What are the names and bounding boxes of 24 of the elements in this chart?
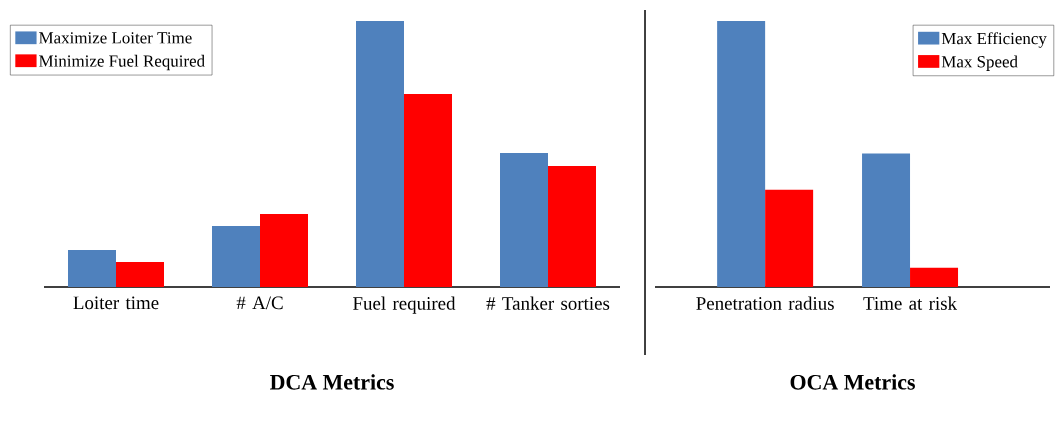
x-tick-label: Time at risk [863,296,958,310]
bar [765,189,814,287]
bar [116,262,164,287]
legend-label: Minimize Fuel Required [39,54,205,71]
x-tick-label: # A/C [236,296,283,310]
x-tick-label: Fuel required [353,296,456,314]
bar [404,93,452,287]
bar [356,21,404,287]
x-tick-label: Loiter time [73,296,159,310]
text: OCA Metrics [790,374,915,390]
bar [212,226,260,287]
bar [862,153,911,287]
bar [548,165,596,287]
bar [500,152,548,287]
bar [910,267,959,287]
bar [68,250,116,287]
text: DCA Metrics [270,374,394,390]
legend-label: Max Efficiency [941,32,1047,48]
legend-label: Maximize Loiter Time [39,32,192,44]
bar [717,21,766,287]
legend-label: Max Speed [941,55,1018,71]
x-tick-label: Penetration radius [696,296,834,310]
x-tick-label: # Tanker sorties [486,296,610,310]
bar [260,214,308,287]
